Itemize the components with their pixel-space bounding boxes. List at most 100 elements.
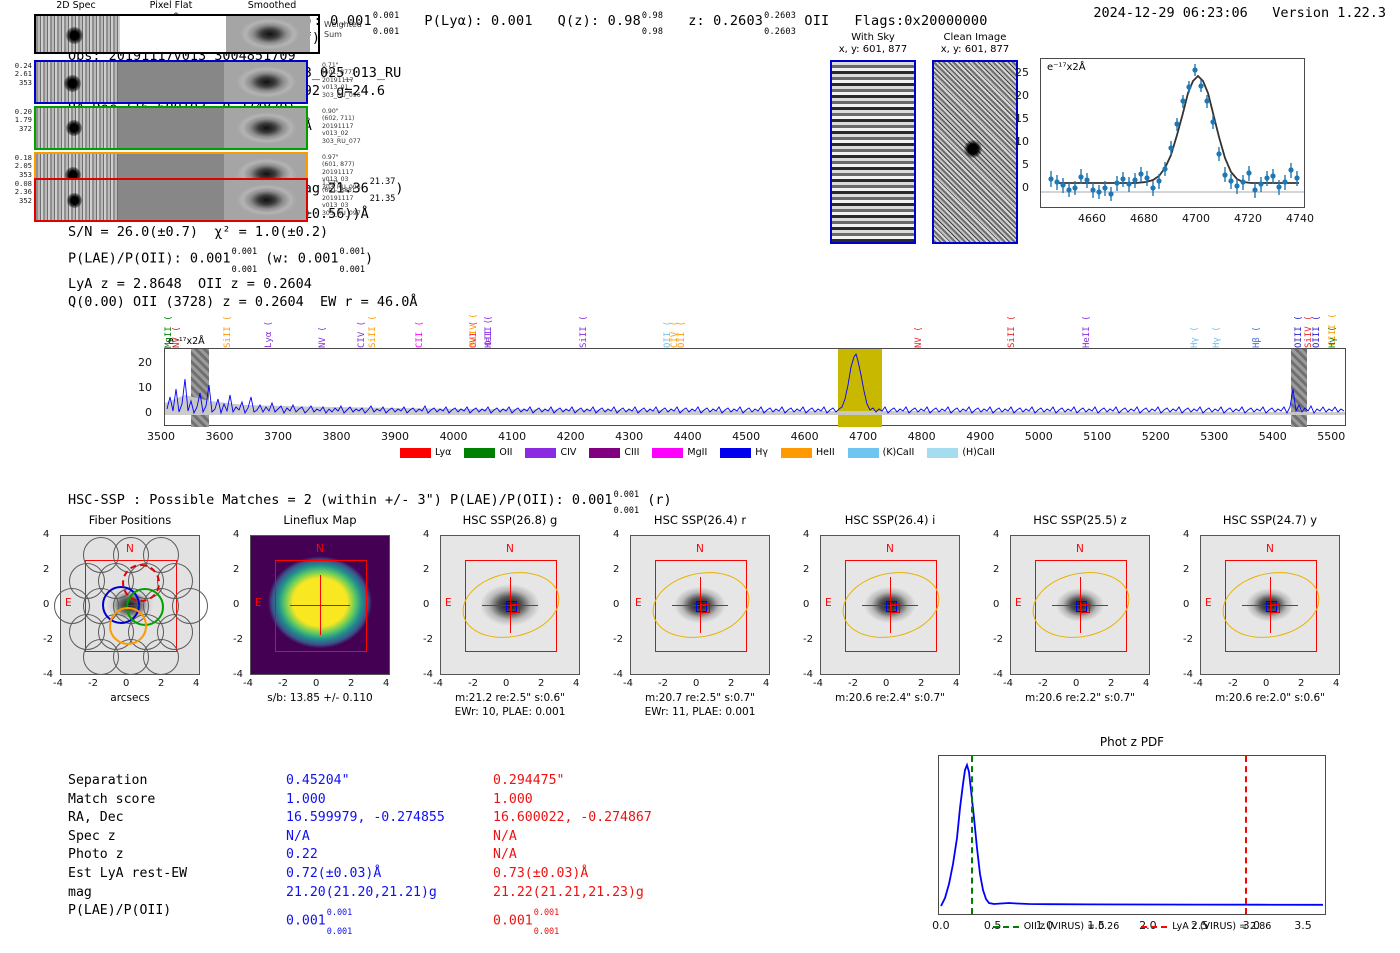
thumbnail-ytick: 4 xyxy=(993,529,1000,540)
thumbnail-ytick: -2 xyxy=(613,634,623,645)
header-z-sub: 0.2603 xyxy=(764,27,797,37)
thumbnail-ytick: 2 xyxy=(803,564,810,575)
thumbnail-title: Fiber Positions xyxy=(88,513,172,527)
match-table-label: Photo z xyxy=(68,847,124,863)
photz-xtick: 3.5 xyxy=(1294,919,1312,932)
crosshair-vertical xyxy=(510,577,512,633)
thumbnail-xtick: 4 xyxy=(763,678,770,689)
col-header-2dspec: 2D Spec xyxy=(56,0,96,11)
match-marker-red xyxy=(1271,604,1280,613)
header-z-type: OII xyxy=(804,13,830,29)
line-profile-svg xyxy=(1041,64,1304,201)
info-line-redshifts: LyA z = 2.8648 OII z = 0.2604 xyxy=(68,276,312,293)
legend-swatch xyxy=(652,447,684,458)
photz-svg xyxy=(940,762,1324,907)
spectrum-xtick: 5100 xyxy=(1083,430,1112,443)
spec-row-2-left-labels: 0.20 1.79 372 xyxy=(14,107,32,133)
crosshair-vertical xyxy=(1270,577,1272,633)
thumbnail-ytick: 0 xyxy=(993,599,1000,610)
match-table-value: 0.294475" xyxy=(493,773,565,788)
crosshair-vertical xyxy=(1080,577,1082,633)
match-table-label: mag xyxy=(68,884,92,900)
thumbnail-xtick: 2 xyxy=(918,678,925,689)
thumbnail-xtick: -4 xyxy=(1003,678,1013,689)
spectrum-legend-item: CIII xyxy=(589,447,639,458)
spectrum-xtick: 4000 xyxy=(439,430,468,443)
match-table-value: 21.20(21.20,21.21)g xyxy=(286,884,437,900)
compass-north: N xyxy=(886,543,894,555)
photz-legend-swatch xyxy=(992,925,1019,928)
thumbnail-ytick: -2 xyxy=(803,634,813,645)
header-plae-sub: 0.001 xyxy=(372,27,400,37)
thumbnail-title: HSC SSP(25.5) z xyxy=(1033,513,1127,527)
thumbnail-caption: m:20.6 re:2.0" s:0.6" xyxy=(1215,692,1325,704)
spectrum-legend-item: CIV xyxy=(525,447,576,458)
legend-swatch xyxy=(589,447,621,458)
lineplot-ytick-25: 25 xyxy=(1015,66,1029,79)
header-plae-sup: 0.001 xyxy=(372,11,400,21)
thumbnail-title: HSC SSP(26.4) i xyxy=(844,513,936,527)
thumbnail-xtick: 0 xyxy=(313,678,320,689)
spectrum-legend-item: OII xyxy=(464,447,512,458)
crosshair-horizontal xyxy=(121,605,139,607)
header-z-sup: 0.2603 xyxy=(764,11,797,21)
spectrum-line-label: SiII ( xyxy=(223,315,234,348)
lineplot-ytick-10: 10 xyxy=(1015,135,1029,148)
spectrum-legend-item: Hγ xyxy=(720,447,768,458)
match-table-value: 0.22 xyxy=(286,847,318,863)
match-marker-red xyxy=(891,604,900,613)
thumbnail-xtick: -2 xyxy=(1228,678,1238,689)
info-line-q: Q(0.00) OII (3728) z = 0.2604 EW r = 46.… xyxy=(68,293,418,310)
spectrum-line-label: OII ( xyxy=(677,320,688,348)
thumbnail-ytick: 0 xyxy=(803,599,810,610)
match-marker-red xyxy=(511,604,520,613)
spectrum-xtick: 5000 xyxy=(1024,430,1053,443)
fiber-circle xyxy=(142,639,179,675)
spectrum-xtick: 4200 xyxy=(556,430,585,443)
spectrum-legend-item: Lyα xyxy=(400,447,451,458)
spectrum-xtick: 4700 xyxy=(849,430,878,443)
thumbnail-xtick: 4 xyxy=(193,678,200,689)
spec-row-2-right-labels: 0.90" (602, 711) 20191117 v013_02 303_RU… xyxy=(322,108,361,145)
spectrum-line-label: SiII ( xyxy=(579,315,590,348)
thumbnail-caption: m:20.6 re:2.4" s:0.7" xyxy=(835,692,945,704)
lineplot-ytick-20: 20 xyxy=(1015,89,1029,102)
spec-row-weighted-sum xyxy=(34,14,320,54)
photz-xtick: 0.0 xyxy=(932,919,950,932)
thumbnail-caption: arcsecs xyxy=(110,692,150,704)
thumbnail-ytick: -2 xyxy=(233,634,243,645)
crosshair-vertical xyxy=(700,577,702,633)
spec-row-4-left-labels: 0.08 2.36 352 xyxy=(14,179,32,205)
thumbnail-xtick: -4 xyxy=(1193,678,1203,689)
legend-swatch xyxy=(464,447,496,458)
match-table-label: Spec z xyxy=(68,828,116,844)
thumbnail-xtick: 2 xyxy=(728,678,735,689)
compass-east: E xyxy=(1015,597,1022,609)
spectrum-xtick: 4300 xyxy=(615,430,644,443)
spectrum-xtick: 4400 xyxy=(673,430,702,443)
spec-cell-2d-sum xyxy=(36,16,120,52)
cutout-clean-title: Clean Image x, y: 601, 877 xyxy=(940,32,1010,55)
thumbnail-ytick: 0 xyxy=(1183,599,1190,610)
spectrum-xtick: 3600 xyxy=(205,430,234,443)
spectrum-xtick: 3700 xyxy=(264,430,293,443)
photz-xtick: 2.5 xyxy=(1190,919,1209,932)
photz-legend-label: LyA z (VIRUS) = 2.86 xyxy=(1172,921,1272,932)
thumbnail-xtick: 2 xyxy=(538,678,545,689)
thumbnail-xtick: 2 xyxy=(158,678,165,689)
thumbnail-xtick: -4 xyxy=(623,678,633,689)
spec-row-1-right-labels: 0.71" (601, 877) 20191117 v013_01 303_RU… xyxy=(322,62,361,99)
spectrum-xtick: 3800 xyxy=(322,430,351,443)
spectrum-xtick: 4600 xyxy=(790,430,819,443)
thumbnail-xtick: 2 xyxy=(1108,678,1115,689)
spectrum-legend: Lyα OII CIV CIII MgII Hγ HeII (K)CaII (H)CaII xyxy=(64,447,1344,458)
thumbnail-ytick: 2 xyxy=(613,564,620,575)
legend-label: CIV xyxy=(560,447,577,458)
thumbnail-ytick: 4 xyxy=(613,529,620,540)
thumbnail-xtick: 2 xyxy=(348,678,355,689)
lineplot-xtick-4660: 4660 xyxy=(1078,212,1106,225)
thumbnail-caption: m:20.7 re:2.5" s:0.7" xyxy=(645,692,755,704)
thumbnail-xtick: -2 xyxy=(468,678,478,689)
thumbnail-xtick: 2 xyxy=(1298,678,1305,689)
spectrum-line-label: OII ( xyxy=(484,318,495,346)
